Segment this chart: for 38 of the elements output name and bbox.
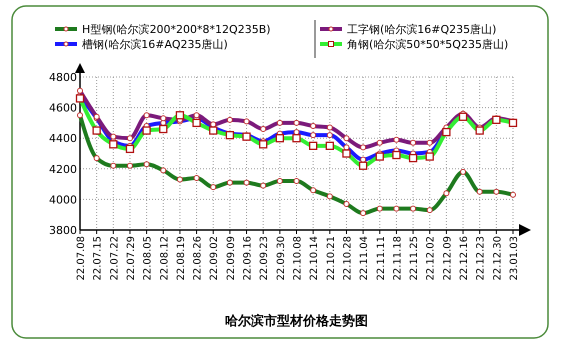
legend-label: 槽钢(哈尔滨16#AQ235唐山) — [82, 38, 228, 51]
x-tick-label: 22.07.29 — [126, 236, 137, 281]
x-tick-label: 22.07.15 — [92, 236, 104, 281]
x-tick-label: 22.09.16 — [242, 236, 254, 281]
x-tick-label: 22.09.02 — [209, 236, 220, 281]
x-tick-label: 23.01.03 — [509, 236, 520, 281]
y-tick-label: 4400 — [49, 132, 77, 146]
legend-label: 工字钢(哈尔滨16#Q235唐山) — [347, 23, 496, 36]
y-tick-label: 4200 — [49, 162, 77, 176]
text: 哈尔滨市型材价格走势图 — [225, 313, 368, 329]
x-tick-label: 22.07.22 — [109, 236, 120, 281]
legend-label: H型钢(哈尔滨200*200*8*12Q235B) — [82, 23, 271, 36]
x-tick-label: 22.12.23 — [476, 236, 487, 281]
x-tick-label: 22.11.18 — [392, 236, 404, 281]
x-tick-label: 22.12.09 — [442, 236, 454, 281]
x-tick-label: 22.11.04 — [359, 236, 370, 281]
x-tick-label: 22.08.05 — [142, 236, 154, 281]
x-tick-label: 22.10.21 — [326, 236, 337, 281]
y-tick-label: 4600 — [49, 102, 77, 115]
legend-label: 角钢(哈尔滨50*50*5Q235唐山) — [347, 38, 508, 51]
y-tick-label: 3800 — [49, 224, 77, 237]
x-tick-label: 22.09.23 — [259, 236, 270, 281]
x-tick-label: 22.12.16 — [459, 236, 470, 281]
x-tick-label: 22.07.08 — [76, 236, 87, 281]
x-tick-label: 22.10.14 — [309, 236, 320, 281]
x-tick-label: 22.12.02 — [426, 236, 437, 281]
x-tick-label: 22.11.25 — [409, 236, 420, 281]
x-tick-label: 22.10.28 — [342, 236, 354, 281]
y-tick-label: 4800 — [49, 71, 77, 84]
x-tick-label: 22.09.09 — [226, 236, 237, 281]
x-tick-label: 22.11.11 — [376, 236, 387, 281]
x-tick-label: 22.08.19 — [176, 236, 187, 281]
x-tick-label: 22.08.12 — [159, 236, 170, 281]
x-tick-label: 22.08.26 — [192, 236, 204, 281]
x-tick-label: 22.12.30 — [492, 236, 504, 281]
x-tick-label: 22.10.08 — [292, 236, 304, 281]
x-tick-label: 22.09.30 — [276, 236, 287, 281]
y-tick-label: 4000 — [49, 193, 77, 206]
